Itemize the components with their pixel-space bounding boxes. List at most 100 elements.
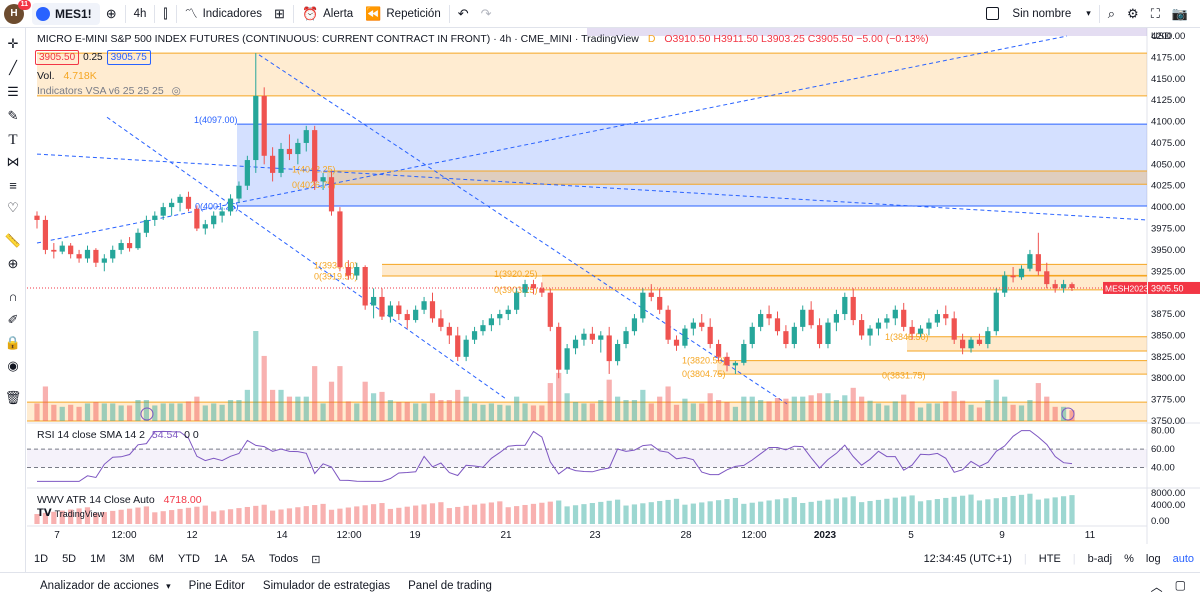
sell-button[interactable]: 3905.50 bbox=[35, 50, 80, 65]
range-button-6m[interactable]: 6M bbox=[148, 553, 164, 565]
candle bbox=[1044, 262, 1050, 289]
volume-bar bbox=[774, 398, 781, 421]
range-button-1a[interactable]: 1A bbox=[213, 553, 228, 565]
atr-bar bbox=[968, 494, 974, 524]
chevron-up-icon[interactable]: ︿ bbox=[1150, 579, 1163, 594]
redo-button[interactable]: ↷ bbox=[475, 0, 498, 28]
calendar-icon[interactable]: ⊡ bbox=[311, 553, 321, 566]
brush-tool[interactable]: ✎ bbox=[0, 106, 26, 126]
visibility-tool[interactable]: ◉ bbox=[0, 356, 26, 376]
atr-bar bbox=[1002, 497, 1008, 524]
top-toolbar: H 11 MES1! ⊕ 4h ⫿ 〽 Indicadores ⊞ ⏰ Aler… bbox=[0, 0, 1200, 28]
atr-bar bbox=[68, 509, 74, 524]
compare-button[interactable]: ⊕ bbox=[100, 0, 123, 28]
templates-button[interactable]: ⊞ bbox=[268, 0, 291, 28]
candle-body bbox=[901, 309, 907, 327]
maximize-icon[interactable]: ▢ bbox=[1174, 577, 1186, 592]
fib-label: 0(3903.25) bbox=[494, 285, 538, 295]
lock-draw-tool[interactable]: ✐ bbox=[0, 310, 26, 330]
symbol-search-button[interactable]: MES1! bbox=[32, 2, 100, 25]
volume-bar bbox=[690, 403, 696, 421]
candle bbox=[547, 288, 553, 332]
text-tool[interactable]: T bbox=[0, 130, 26, 150]
pattern-tool[interactable]: ⋈ bbox=[0, 152, 26, 172]
trendline-tool[interactable]: ╱ bbox=[0, 58, 26, 78]
candle-body bbox=[842, 296, 848, 315]
magnet-tool[interactable]: ∩ bbox=[0, 286, 26, 306]
favorites-tool[interactable]: ♡ bbox=[0, 198, 26, 218]
range-button-ytd[interactable]: YTD bbox=[177, 553, 200, 565]
candle bbox=[783, 325, 789, 349]
buy-button[interactable]: 3905.75 bbox=[106, 50, 151, 65]
candle-body bbox=[690, 322, 696, 329]
range-button-todos[interactable]: Todos bbox=[268, 553, 299, 565]
tab-trading-panel[interactable]: Panel de trading bbox=[399, 580, 501, 592]
chart-type-button[interactable]: ⫿ bbox=[157, 0, 173, 28]
range-button-3m[interactable]: 3M bbox=[119, 553, 135, 565]
volume-bar bbox=[505, 405, 511, 421]
atr-bar bbox=[320, 503, 326, 524]
range-button-1m[interactable]: 1M bbox=[90, 553, 106, 565]
atr-bar bbox=[783, 498, 789, 524]
interval-button[interactable]: 4h bbox=[128, 0, 153, 28]
volume-bar bbox=[724, 402, 730, 421]
crosshair-tool[interactable]: ✛ bbox=[0, 34, 26, 54]
tab-stock-screener[interactable]: Analizador de acciones ▾ bbox=[0, 580, 180, 592]
clock[interactable]: 12:34:45 (UTC+1) bbox=[923, 553, 1012, 565]
candle-body bbox=[438, 318, 444, 327]
range-button-5a[interactable]: 5A bbox=[241, 553, 255, 565]
snapshot-button[interactable]: 📷 bbox=[1166, 0, 1194, 28]
indicators-button[interactable]: 〽 Indicadores bbox=[179, 0, 268, 28]
chart-pane[interactable]: 1(4097.00)0(4001.25)1(4042.25)0(4026.75)… bbox=[27, 28, 1200, 544]
log-scale-button[interactable]: log bbox=[1145, 553, 1161, 565]
zoom-tool[interactable]: ⊕ bbox=[0, 254, 26, 274]
adjust-button[interactable]: b-adj bbox=[1087, 553, 1113, 565]
time-axis[interactable]: 7 12:00 12 14 12:00 19 21 23 28 12:00 2023 5 9 11 bbox=[27, 527, 1147, 545]
layout-button[interactable]: Sin nombre ▾ bbox=[980, 0, 1096, 28]
crosshair-icon: ✛ bbox=[7, 36, 19, 51]
horizontal-lines-tool[interactable]: ☰ bbox=[0, 82, 26, 102]
replay-button[interactable]: ⏪ Repetición bbox=[359, 0, 447, 28]
ruler-tool[interactable]: 📏 bbox=[0, 231, 26, 251]
search-button[interactable]: ⌕ bbox=[1102, 0, 1121, 28]
volume-bar bbox=[328, 381, 335, 421]
volume-bar bbox=[732, 406, 739, 421]
candle-body bbox=[1010, 275, 1016, 278]
volume-bar bbox=[211, 403, 217, 421]
atr-bar bbox=[42, 512, 49, 524]
trash-icon: 🗑 bbox=[4, 390, 22, 405]
volume-bar bbox=[396, 402, 402, 421]
undo-button[interactable]: ↶ bbox=[452, 0, 475, 28]
candle-body bbox=[825, 322, 831, 344]
candle bbox=[244, 155, 250, 190]
delete-tool[interactable]: 🗑 bbox=[0, 388, 26, 408]
tab-pine-editor[interactable]: Pine Editor bbox=[180, 580, 254, 592]
volume-bar bbox=[362, 381, 368, 421]
pattern-icon: ⋈ bbox=[6, 154, 20, 169]
alert-button[interactable]: ⏰ Alerta bbox=[296, 0, 359, 28]
candle bbox=[480, 320, 486, 336]
fib-tool[interactable]: ≡ bbox=[0, 175, 26, 195]
candle-body bbox=[530, 284, 537, 289]
percent-scale-button[interactable]: % bbox=[1124, 553, 1134, 565]
tradingview-logo[interactable]: 𝗧𝗩 TradingView bbox=[37, 508, 104, 519]
fullscreen-button[interactable]: ⛶ bbox=[1145, 0, 1166, 28]
eye-off-icon[interactable]: ◎ bbox=[171, 85, 181, 97]
range-button-5d[interactable]: 5D bbox=[62, 553, 77, 565]
auto-scale-button[interactable]: auto bbox=[1172, 553, 1194, 565]
settings-button[interactable]: ⚙ bbox=[1121, 0, 1145, 28]
candle bbox=[211, 211, 217, 229]
volume-bar bbox=[59, 406, 65, 421]
volume-bar bbox=[1010, 404, 1016, 421]
chart-canvas[interactable]: 1(4097.00)0(4001.25)1(4042.25)0(4026.75)… bbox=[27, 28, 1200, 544]
volume-bar bbox=[598, 400, 604, 421]
candle bbox=[665, 305, 671, 344]
tab-strategy-tester[interactable]: Simulador de estrategias bbox=[254, 580, 399, 592]
lock-tool[interactable]: 🔒 bbox=[0, 333, 26, 353]
range-button-1d[interactable]: 1D bbox=[34, 553, 49, 565]
atr-bar bbox=[690, 503, 696, 524]
user-avatar[interactable]: H 11 bbox=[4, 0, 31, 24]
volume-bar bbox=[110, 403, 116, 421]
atr-bar bbox=[379, 503, 385, 524]
session-button[interactable]: HTE bbox=[1038, 553, 1061, 565]
